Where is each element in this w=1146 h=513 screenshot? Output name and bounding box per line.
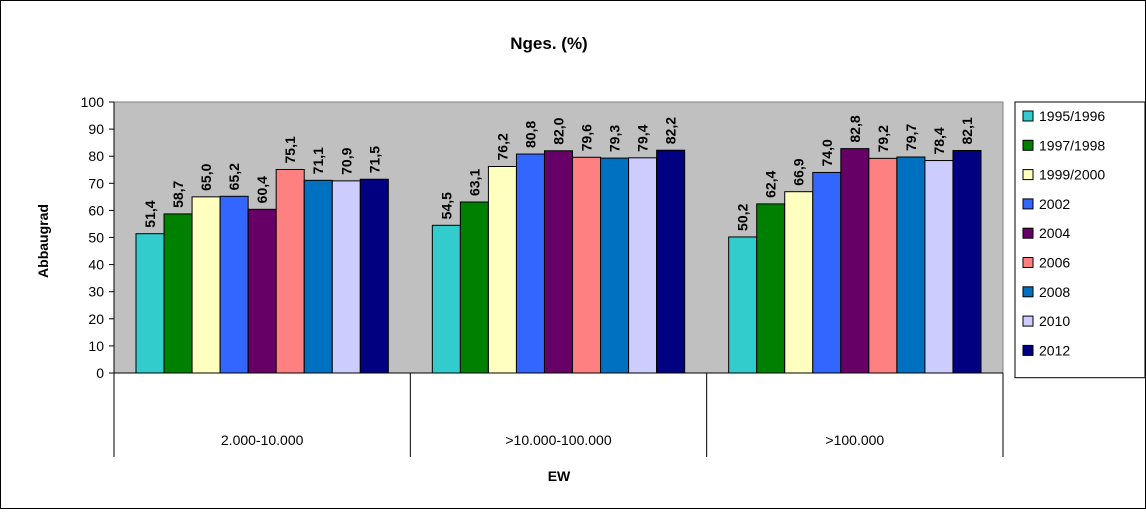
bar [868, 157, 898, 374]
bar [572, 156, 602, 374]
bar [275, 168, 305, 374]
bar-data-label: 74,0 [819, 139, 835, 166]
legend-label: 2010 [1039, 313, 1070, 329]
y-tick-label: 10 [88, 338, 104, 354]
legend-swatch [1022, 344, 1034, 356]
legend-swatch [1022, 315, 1034, 327]
y-axis-title: Abbaugrad [35, 204, 51, 278]
bar [840, 148, 870, 374]
legend-label: 2008 [1039, 284, 1070, 300]
legend-swatch [1022, 110, 1034, 122]
bar-data-label: 71,5 [366, 146, 382, 173]
y-tick-label: 50 [88, 230, 104, 246]
bar-data-label: 79,6 [579, 124, 595, 151]
legend-box [1014, 101, 1146, 379]
bar [656, 149, 686, 374]
bar-data-label: 82,1 [959, 117, 975, 144]
legend-label: 2012 [1039, 342, 1070, 358]
legend-label: 1995/1996 [1039, 108, 1105, 124]
legend-swatch [1022, 139, 1034, 151]
legend-label: 2004 [1039, 225, 1070, 241]
bar-data-label: 75,1 [282, 136, 298, 163]
plot-area: 0 10 20 30 40 50 60 70 80 90 100 2.000-10.000 >10.00… [81, 94, 1004, 457]
bar-data-label: 50,2 [735, 203, 751, 230]
legend-swatch [1022, 227, 1034, 239]
bar [487, 165, 517, 374]
legend-label: 2002 [1039, 196, 1070, 212]
bar [247, 208, 277, 374]
bar [728, 236, 758, 374]
y-tick-label: 20 [88, 311, 104, 327]
bar [543, 150, 574, 374]
bar [459, 201, 489, 374]
chart-title: Nges. (%) [510, 34, 587, 53]
legend: 1995/1996 1997/1998 1999/2000 2002 2004 2006 2… [1014, 101, 1146, 379]
bar [135, 233, 165, 374]
x-category-label: 2.000-10.000 [221, 432, 304, 448]
bar-data-label: 65,0 [198, 163, 214, 190]
bar-data-label: 79,2 [875, 125, 891, 152]
bar [431, 224, 461, 374]
bar-data-label: 82,2 [663, 117, 679, 144]
x-category-label: >100.000 [825, 432, 884, 448]
y-tick-label: 40 [88, 257, 104, 273]
bar [812, 171, 842, 374]
bar-data-label: 62,4 [763, 170, 779, 197]
bar-data-label: 58,7 [170, 180, 186, 207]
bar-data-label: 79,7 [903, 124, 919, 151]
bar [952, 150, 982, 374]
legend-label: 1997/1998 [1039, 137, 1105, 153]
legend-swatch [1022, 257, 1034, 268]
legend-swatch [1022, 198, 1034, 210]
bar-data-label: 60,4 [254, 176, 270, 203]
y-tick-label: 30 [88, 284, 104, 300]
bar-data-label: 78,4 [931, 127, 947, 154]
bar [219, 195, 249, 374]
bar-data-label: 63,1 [466, 169, 482, 196]
bar [628, 157, 658, 374]
legend-label: 2006 [1039, 255, 1070, 271]
bar-data-label: 76,2 [494, 133, 510, 160]
bar [784, 191, 814, 374]
bar-data-label: 82,0 [551, 117, 567, 144]
bar [163, 213, 193, 374]
bar [191, 196, 221, 374]
bar [896, 156, 926, 374]
bar-data-label: 71,1 [310, 147, 326, 174]
y-tick-label: 60 [88, 202, 104, 218]
bar-data-label: 54,5 [438, 192, 454, 219]
bar-data-label: 66,9 [791, 158, 807, 185]
y-tick-label: 90 [88, 121, 104, 137]
bar-data-label: 79,3 [607, 125, 623, 152]
bar [515, 153, 545, 374]
bar [359, 178, 389, 374]
bar-data-label: 51,4 [142, 200, 158, 227]
bar-data-label: 80,8 [522, 121, 538, 148]
bar-data-label: 65,2 [226, 163, 242, 190]
y-tick-label: 100 [81, 94, 105, 110]
y-tick-label: 0 [96, 365, 104, 381]
legend-swatch [1022, 286, 1034, 298]
bar [600, 157, 630, 374]
bar [924, 160, 954, 374]
x-category-label: >10.000-100.000 [505, 432, 611, 448]
bar [331, 180, 361, 374]
bar-data-label: 70,9 [338, 147, 354, 174]
bar [756, 203, 786, 374]
legend-swatch [1022, 169, 1034, 181]
bar-data-label: 82,8 [847, 115, 863, 142]
x-axis-title: EW [548, 468, 571, 484]
bar [303, 179, 333, 374]
legend-label: 1999/2000 [1039, 167, 1105, 183]
bar-data-label: 79,4 [635, 124, 651, 151]
y-tick-label: 70 [88, 175, 104, 191]
y-tick-label: 80 [88, 148, 104, 164]
